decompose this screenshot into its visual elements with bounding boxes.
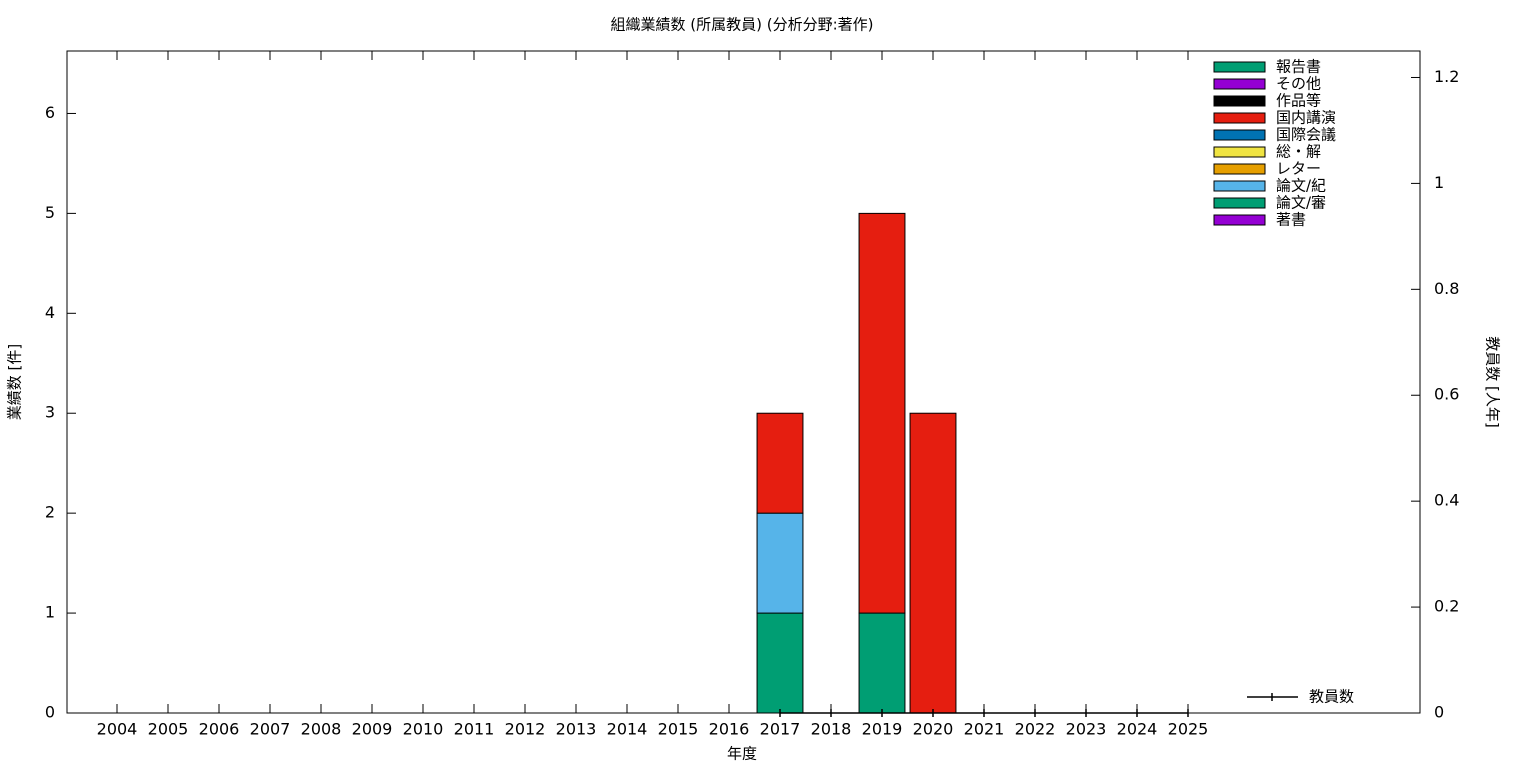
x-tick-label: 2015 <box>658 720 699 739</box>
x-tick-label: 2019 <box>862 720 903 739</box>
x-tick-label: 2023 <box>1066 720 1107 739</box>
legend-label: 総・解 <box>1276 143 1321 161</box>
legend-label: 国際会議 <box>1276 126 1336 144</box>
x-tick-label: 2009 <box>352 720 393 739</box>
legend-swatch <box>1213 197 1266 209</box>
legend-label: レター <box>1276 160 1321 178</box>
y-tick-label: 0 <box>45 703 55 722</box>
legend-swatch <box>1213 95 1266 107</box>
x-tick-label: 2022 <box>1015 720 1056 739</box>
legend-swatch <box>1213 129 1266 141</box>
x-tick-label: 2020 <box>913 720 954 739</box>
y2-tick-label: 1 <box>1434 173 1444 192</box>
legend-label: その他 <box>1276 75 1321 93</box>
y-tick-label: 4 <box>45 303 55 322</box>
legend-swatch <box>1213 78 1266 90</box>
x-tick-label: 2024 <box>1117 720 1158 739</box>
bar-segment <box>909 412 957 714</box>
legend-swatch <box>1213 61 1266 73</box>
plot-frame <box>66 50 1421 714</box>
y-axis-label: 業績数 [件] <box>6 344 24 420</box>
x-axis-label: 年度 <box>727 745 757 763</box>
bar-segment <box>858 212 906 614</box>
y-tick-label: 3 <box>45 403 55 422</box>
y-tick-label: 1 <box>45 603 55 622</box>
y-tick-label: 6 <box>45 103 55 122</box>
bar-segment <box>756 412 804 514</box>
x-tick-label: 2025 <box>1168 720 1209 739</box>
legend-label: 作品等 <box>1276 92 1321 110</box>
x-tick-label: 2013 <box>556 720 597 739</box>
y2-tick-label: 0.2 <box>1434 597 1459 616</box>
x-tick-label: 2006 <box>199 720 240 739</box>
bar-segment <box>756 612 804 714</box>
legend-label: 論文/紀 <box>1276 177 1326 195</box>
legend-label: 著書 <box>1276 211 1306 229</box>
y-tick-label: 5 <box>45 203 55 222</box>
x-tick-label: 2005 <box>148 720 189 739</box>
legend-label: 教員数 <box>1309 688 1354 706</box>
x-tick-label: 2010 <box>403 720 444 739</box>
y-tick-label: 2 <box>45 503 55 522</box>
legend-swatch <box>1213 112 1266 124</box>
y2-tick-label: 0 <box>1434 703 1444 722</box>
x-tick-label: 2021 <box>964 720 1005 739</box>
legend-swatch <box>1213 214 1266 226</box>
x-tick-label: 2017 <box>760 720 801 739</box>
x-tick-label: 2016 <box>709 720 750 739</box>
legend-swatch <box>1213 146 1266 158</box>
bar-segment <box>858 612 906 714</box>
y2-tick-label: 0.8 <box>1434 279 1459 298</box>
legend-label: 論文/審 <box>1276 194 1326 212</box>
y2-tick-label: 1.2 <box>1434 67 1459 86</box>
x-tick-label: 2014 <box>607 720 648 739</box>
legend-swatch <box>1213 163 1266 175</box>
x-tick-label: 2007 <box>250 720 291 739</box>
chart-title: 組織業績数 (所属教員) (分析分野:著作) <box>611 16 874 34</box>
x-tick-label: 2011 <box>454 720 495 739</box>
bar-segment <box>756 512 804 614</box>
legend-swatch <box>1213 180 1266 192</box>
y2-tick-label: 0.6 <box>1434 385 1459 404</box>
y2-axis-label: 教員数 [人年] <box>1484 336 1502 427</box>
legend-label: 国内講演 <box>1276 109 1336 127</box>
y2-tick-label: 0.4 <box>1434 491 1459 510</box>
x-tick-label: 2018 <box>811 720 852 739</box>
legend-label: 報告書 <box>1276 58 1321 76</box>
x-tick-label: 2012 <box>505 720 546 739</box>
x-tick-label: 2004 <box>97 720 138 739</box>
x-tick-label: 2008 <box>301 720 342 739</box>
